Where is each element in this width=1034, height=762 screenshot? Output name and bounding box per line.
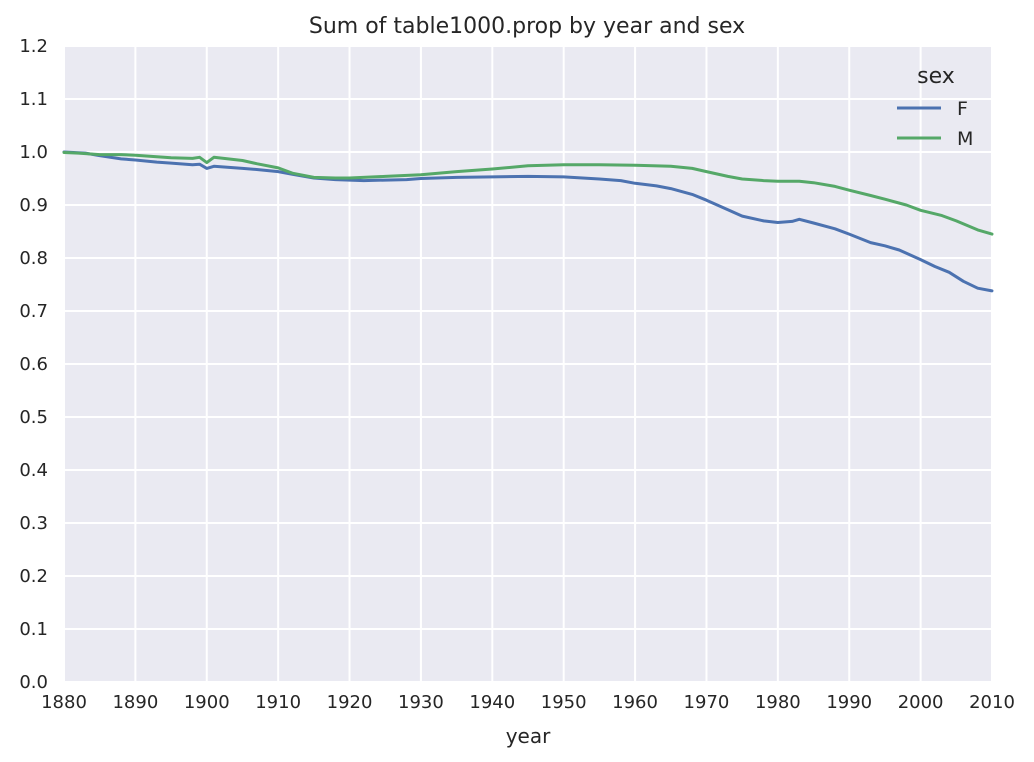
y-tick-label: 0.6 (19, 354, 48, 375)
y-tick-labels: 0.0 0.1 0.2 0.3 0.4 0.5 0.6 0.7 0.8 0.9 1.0 1.1 1.2 (19, 36, 48, 693)
legend-label-f: F (957, 98, 968, 120)
y-tick-label: 0.2 (19, 566, 48, 587)
x-tick-label: 1910 (255, 692, 301, 713)
x-tick-label: 1880 (41, 692, 87, 713)
y-tick-label: 0.7 (19, 301, 48, 322)
legend: sex F M (897, 64, 973, 150)
x-tick-labels: 1880 1890 1900 1910 1920 1930 1940 1950 1960 1970… (41, 692, 1015, 713)
x-tick-label: 1890 (112, 692, 158, 713)
chart-title: Sum of table1000.prop by year and sex (309, 14, 745, 39)
legend-label-m: M (957, 128, 973, 150)
grid-lines (63, 45, 993, 683)
x-tick-label: 1930 (398, 692, 444, 713)
y-tick-label: 0.8 (19, 248, 48, 269)
x-tick-label: 1920 (327, 692, 373, 713)
x-tick-label: 2010 (969, 692, 1015, 713)
x-axis-label: year (506, 724, 551, 748)
y-tick-label: 1.1 (19, 89, 48, 110)
series-line-m (62, 151, 994, 236)
x-tick-label: 1900 (184, 692, 230, 713)
legend-title: sex (917, 64, 955, 89)
y-tick-label: 1.0 (19, 142, 48, 163)
x-tick-label: 1940 (469, 692, 515, 713)
x-tick-label: 1960 (612, 692, 658, 713)
y-tick-label: 0.9 (19, 195, 48, 216)
y-tick-label: 0.1 (19, 619, 48, 640)
x-tick-label: 2000 (898, 692, 944, 713)
x-tick-label: 1950 (541, 692, 587, 713)
y-tick-label: 1.2 (19, 36, 48, 57)
x-tick-label: 1970 (684, 692, 730, 713)
y-tick-label: 0.4 (19, 460, 48, 481)
x-tick-label: 1980 (755, 692, 801, 713)
y-tick-label: 0.3 (19, 513, 48, 534)
series-line-f (62, 150, 994, 293)
series-lines (62, 150, 994, 293)
y-tick-label: 0.5 (19, 407, 48, 428)
y-tick-label: 0.0 (19, 672, 48, 693)
x-tick-label: 1990 (826, 692, 872, 713)
